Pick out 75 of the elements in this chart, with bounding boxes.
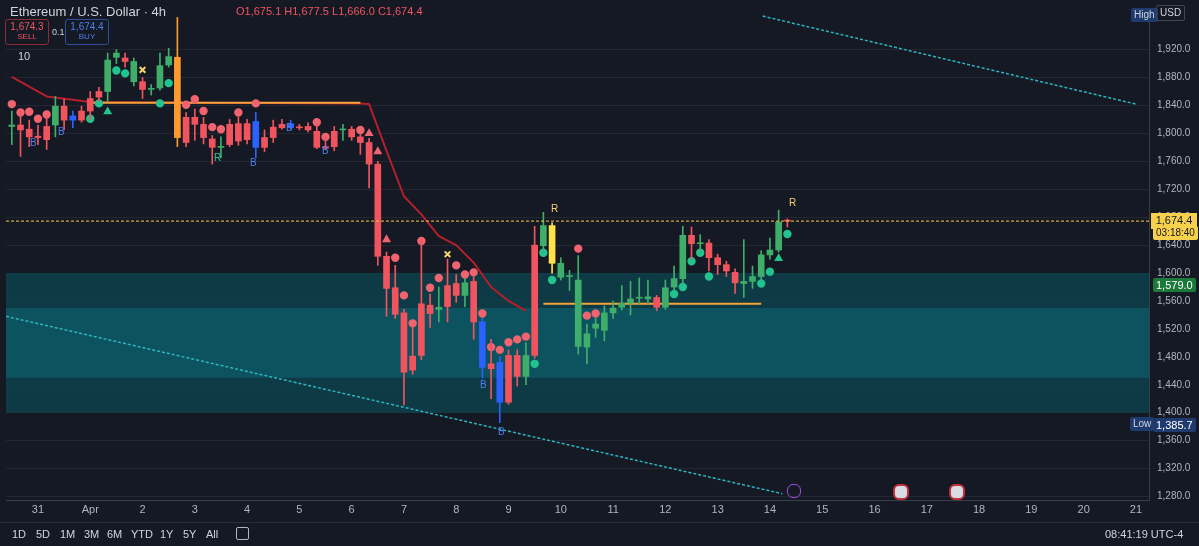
- y-tick-label: 1,920.0: [1157, 43, 1191, 55]
- annotation: BUY: [77, 32, 97, 43]
- x-tick-label: 7: [400, 502, 408, 515]
- text: 5Y: [183, 528, 197, 540]
- x-tick-label: 12: [659, 502, 672, 515]
- text: 1,385.7: [1153, 418, 1196, 432]
- x-tick-label: 11: [607, 502, 619, 515]
- text: 1D: [12, 528, 27, 540]
- x-tick-label: 10: [554, 502, 567, 515]
- x-tick-label: 20: [1077, 502, 1090, 515]
- x-tick-label: Apr: [81, 502, 100, 515]
- annotation: High: [1131, 8, 1158, 22]
- annotation: SELL: [16, 32, 38, 43]
- annotation: B: [286, 122, 293, 134]
- y-tick-label: 1,520.0: [1157, 322, 1191, 334]
- x-tick-label: 9: [505, 502, 512, 515]
- annotation: B: [498, 426, 505, 438]
- x-tick-label: 18: [972, 502, 986, 515]
- y-tick-label: 1,600.0: [1157, 266, 1191, 278]
- x-tick-label: 5: [296, 502, 303, 515]
- text: 1Y: [160, 528, 174, 540]
- candlestick: [147, 84, 155, 96]
- text: YTD: [131, 528, 153, 540]
- x-tick-label: 6: [348, 502, 355, 515]
- x-tick-label: 15: [816, 502, 829, 515]
- annotation: B: [250, 157, 257, 169]
- y-tick-label: 1,440.0: [1157, 378, 1191, 390]
- x-tick-label: 13: [711, 502, 724, 515]
- y-tick-label: 1,560.0: [1157, 294, 1191, 306]
- annotation: 0.1: [52, 26, 65, 38]
- annotation: 10: [18, 50, 31, 62]
- x-tick-label: 31: [31, 502, 45, 515]
- annotation: B: [480, 379, 487, 391]
- text: 1M: [60, 528, 76, 540]
- x-tick-label: 21: [1129, 502, 1143, 515]
- annotation: R: [789, 197, 797, 209]
- y-tick-label: 1,720.0: [1157, 183, 1191, 195]
- text: All: [206, 528, 219, 540]
- text: 6M: [107, 528, 123, 540]
- x-tick-label: 3: [191, 502, 198, 515]
- y-tick-label: 1,880.0: [1157, 71, 1191, 83]
- text: 08:41:19 UTC-4: [1105, 528, 1184, 540]
- text: 1,579.0: [1153, 278, 1196, 292]
- y-tick-label: 1,480.0: [1157, 350, 1191, 362]
- text: USD: [1156, 5, 1186, 21]
- annotation: B: [322, 145, 329, 157]
- annotation: B: [30, 137, 37, 149]
- chart-title: Ethereum / U.S. Dollar · 4h: [10, 4, 167, 19]
- x-tick-label: 4: [244, 502, 251, 515]
- x-tick-label: 14: [763, 502, 777, 515]
- text: 3M: [84, 528, 100, 540]
- y-tick-label: 1,800.0: [1157, 127, 1191, 139]
- y-tick-label: 1,400.0: [1157, 406, 1191, 418]
- x-tick-label: 16: [868, 502, 881, 515]
- candlestick: [635, 277, 643, 305]
- y-tick-label: 1,760.0: [1157, 155, 1191, 167]
- annotation: O1,675.1 H1,677.5 L1,666.0 C1,674.4: [236, 5, 423, 17]
- text: 5D: [36, 528, 51, 540]
- x-tick-label: 17: [920, 502, 933, 515]
- y-tick-label: 1,840.0: [1157, 99, 1191, 111]
- x-tick-label: 8: [453, 502, 460, 515]
- annotation: 1,674.3: [9, 21, 45, 33]
- ref-line-label: 1,674.4: [1155, 214, 1193, 227]
- annotation: B: [58, 126, 65, 138]
- annotation: R: [551, 203, 559, 215]
- annotation: R: [214, 152, 222, 164]
- y-tick-label: 1,640.0: [1157, 238, 1191, 250]
- y-tick-label: 1,320.0: [1157, 462, 1191, 474]
- y-tick-label: 1,280.0: [1157, 490, 1191, 502]
- x-tick-label: 2: [139, 502, 146, 515]
- y-tick-label: 1,360.0: [1157, 434, 1191, 446]
- x-tick-label: 19: [1025, 502, 1038, 515]
- annotation: Low: [1130, 417, 1155, 431]
- annotation: 1,674.4: [69, 21, 105, 33]
- text: 03:18:40: [1153, 226, 1198, 240]
